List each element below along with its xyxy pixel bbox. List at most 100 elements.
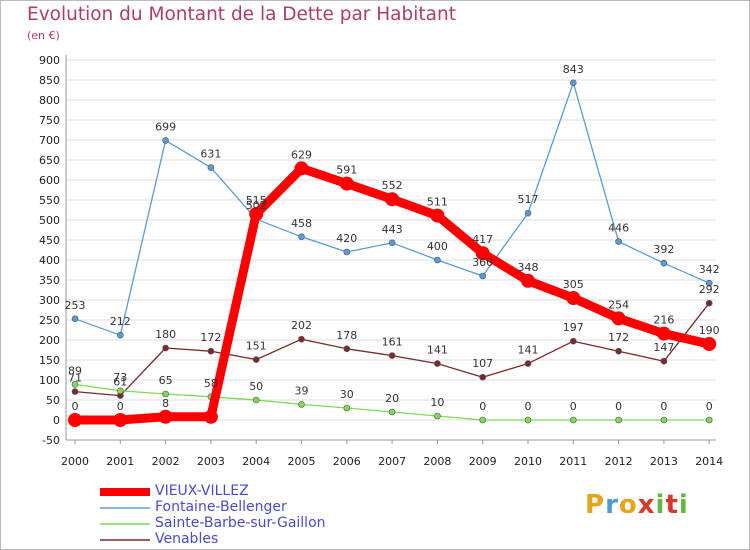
data-label: 392 (653, 243, 674, 256)
data-point (388, 239, 396, 247)
legend-label-2: Sainte-Barbe-sur-Gaillon (155, 515, 326, 531)
data-label: 61 (113, 376, 127, 389)
data-point (298, 401, 305, 408)
data-label: 172 (608, 331, 629, 344)
data-label: 0 (706, 400, 713, 413)
data-label: 151 (246, 340, 267, 353)
data-point (705, 299, 713, 307)
data-point (615, 416, 622, 424)
data-point (615, 347, 622, 355)
data-label: 443 (382, 223, 403, 236)
data-point (162, 137, 169, 144)
data-point (434, 256, 441, 264)
y-tick-label: 350 (39, 274, 60, 287)
data-label: 699 (155, 120, 176, 133)
x-tick-label: 2005 (288, 455, 316, 468)
data-label: 552 (382, 179, 403, 192)
data-point (566, 291, 581, 305)
data-label: 190 (699, 324, 720, 337)
data-label: 417 (472, 233, 493, 246)
y-tick-label: 550 (39, 194, 60, 207)
data-point (207, 164, 215, 171)
data-label: 629 (291, 148, 312, 161)
legend-label-1: Fontaine-Bellenger (155, 499, 287, 515)
x-tick-label: 2007 (378, 455, 406, 468)
data-label: 502 (246, 199, 267, 212)
data-label: 141 (518, 344, 539, 357)
data-point (113, 413, 128, 427)
data-label: 107 (472, 357, 493, 370)
logo-letter: i (678, 490, 689, 520)
data-point (68, 413, 82, 427)
data-label: 0 (570, 400, 577, 413)
chart-title: Evolution du Montant de la Dette par Hab… (27, 4, 456, 25)
data-point (71, 315, 79, 323)
data-point (343, 345, 351, 353)
data-point (158, 409, 173, 424)
data-point (569, 416, 577, 424)
data-point (569, 337, 577, 345)
data-label: 254 (608, 298, 629, 311)
data-point (479, 373, 487, 381)
data-label: 8 (162, 397, 169, 410)
data-label: 197 (563, 321, 584, 334)
data-label: 58 (204, 377, 218, 390)
data-point (162, 344, 169, 352)
data-label: 180 (155, 328, 176, 341)
logo-letter: x (637, 490, 656, 520)
x-tick-label: 2000 (61, 455, 89, 468)
data-point (298, 335, 305, 343)
data-label: 10 (430, 396, 444, 409)
y-tick-label: 750 (39, 114, 60, 127)
data-label: 50 (249, 380, 263, 393)
x-tick-label: 2009 (469, 455, 497, 468)
logo-letter: t (665, 490, 679, 520)
data-label: 515 (246, 194, 267, 207)
data-label: 141 (427, 344, 448, 357)
data-point (615, 238, 622, 245)
data-label: 348 (518, 261, 539, 274)
y-tick-label: 650 (39, 154, 60, 167)
data-label: 71 (68, 372, 82, 385)
x-tick-label: 2010 (514, 455, 542, 468)
x-tick-label: 2012 (605, 455, 633, 468)
data-label: 292 (699, 283, 720, 296)
data-point (660, 416, 668, 424)
data-point (521, 273, 535, 288)
data-label: 458 (291, 217, 312, 230)
data-point (385, 192, 400, 207)
y-tick-label: 250 (39, 314, 60, 327)
data-label: 20 (385, 392, 399, 405)
data-point (434, 360, 441, 367)
data-point (660, 357, 668, 365)
data-point (343, 404, 351, 412)
data-label: 511 (427, 196, 448, 209)
data-point (249, 207, 264, 221)
data-label: 843 (563, 63, 584, 76)
y-tick-label: 200 (39, 334, 60, 347)
data-point (611, 311, 626, 326)
data-point (71, 388, 79, 395)
data-label: 178 (336, 329, 357, 342)
y-tick-label: 900 (39, 54, 60, 67)
data-point (569, 79, 577, 87)
legend-label-3: Venables (155, 531, 219, 547)
data-point (705, 416, 713, 424)
data-point (479, 272, 487, 280)
data-label: 212 (110, 315, 131, 328)
data-label: 89 (68, 364, 82, 377)
y-tick-label: 50 (46, 394, 60, 407)
data-label: 216 (653, 314, 674, 327)
data-label: 0 (479, 400, 486, 413)
data-point (524, 360, 532, 367)
data-point (294, 161, 309, 176)
data-point (524, 209, 532, 217)
data-label: 253 (65, 299, 86, 312)
x-tick-label: 2014 (695, 455, 723, 468)
y-tick-label: 400 (39, 254, 60, 267)
x-tick-label: 2006 (333, 455, 361, 468)
data-point (117, 331, 124, 339)
data-point (343, 248, 351, 256)
